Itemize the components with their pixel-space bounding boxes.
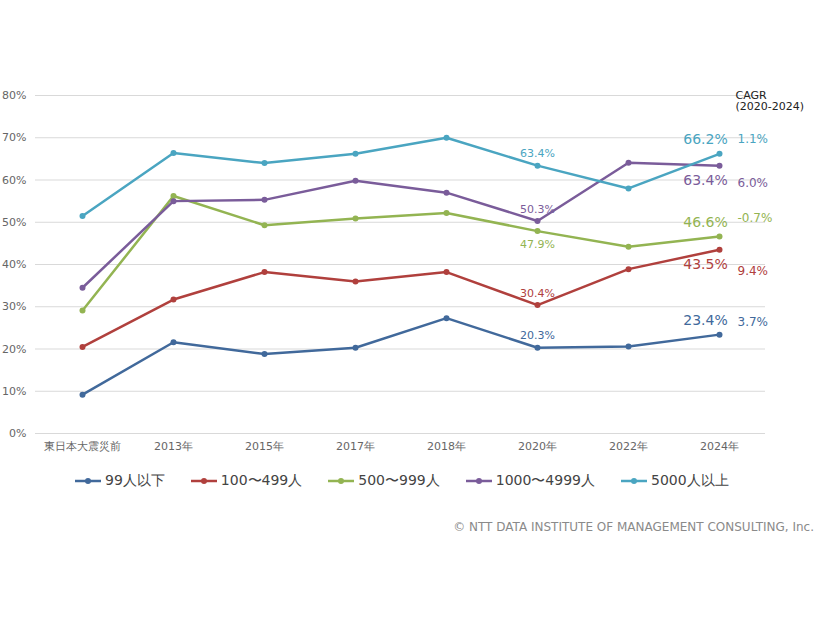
svg-text:43.5%: 43.5% bbox=[683, 256, 727, 272]
svg-text:2015年: 2015年 bbox=[245, 440, 284, 453]
svg-text:2017年: 2017年 bbox=[336, 440, 375, 453]
html-text:1000〜4999人: 1000〜4999人 bbox=[495, 472, 595, 488]
html-text:© NTT DATA INSTITUTE OF MANAGE: © NTT DATA INSTITUTE OF MANAGEMENT CONSU… bbox=[453, 520, 814, 534]
svg-text:30.4%: 30.4% bbox=[520, 287, 555, 300]
svg-text:9.4%: 9.4% bbox=[738, 264, 769, 278]
svg-text:東日本大震災前: 東日本大震災前 bbox=[44, 440, 121, 453]
svg-text:50%: 50% bbox=[2, 216, 26, 229]
svg-text:3.7%: 3.7% bbox=[738, 315, 769, 329]
svg-text:20.3%: 20.3% bbox=[520, 329, 555, 342]
html-text:100〜499人: 100〜499人 bbox=[220, 472, 303, 488]
svg-text:2024年: 2024年 bbox=[700, 440, 739, 453]
html-text:99人以下: 99人以下 bbox=[105, 472, 165, 488]
svg-text:23.4%: 23.4% bbox=[683, 312, 727, 328]
svg-text:47.9%: 47.9% bbox=[520, 238, 555, 251]
svg-text:6.0%: 6.0% bbox=[738, 176, 769, 190]
svg-text:10%: 10% bbox=[2, 385, 26, 398]
svg-text:70%: 70% bbox=[2, 131, 26, 144]
svg-text:40%: 40% bbox=[2, 258, 26, 271]
svg-text:2022年: 2022年 bbox=[609, 440, 648, 453]
svg-text:20%: 20% bbox=[2, 343, 26, 356]
svg-text:2020年: 2020年 bbox=[518, 440, 557, 453]
svg-text:0%: 0% bbox=[9, 427, 26, 440]
svg-text:2018年: 2018年 bbox=[427, 440, 466, 453]
svg-text:66.2%: 66.2% bbox=[683, 131, 727, 147]
svg-text:30%: 30% bbox=[2, 300, 26, 313]
html-text:5000人以上: 5000人以上 bbox=[651, 472, 729, 488]
svg-text:50.3%: 50.3% bbox=[520, 203, 555, 216]
svg-text:-0.7%: -0.7% bbox=[738, 211, 773, 225]
html-text:500〜999人: 500〜999人 bbox=[358, 472, 440, 488]
svg-text:CAGR(2020-2024): CAGR(2020-2024) bbox=[736, 89, 805, 113]
svg-text:63.4%: 63.4% bbox=[683, 172, 727, 188]
svg-text:63.4%: 63.4% bbox=[520, 147, 555, 160]
svg-text:2013年: 2013年 bbox=[154, 440, 193, 453]
svg-text:60%: 60% bbox=[2, 174, 26, 187]
svg-text:80%: 80% bbox=[2, 89, 26, 102]
svg-text:1.1%: 1.1% bbox=[738, 132, 769, 146]
svg-text:46.6%: 46.6% bbox=[683, 214, 727, 230]
